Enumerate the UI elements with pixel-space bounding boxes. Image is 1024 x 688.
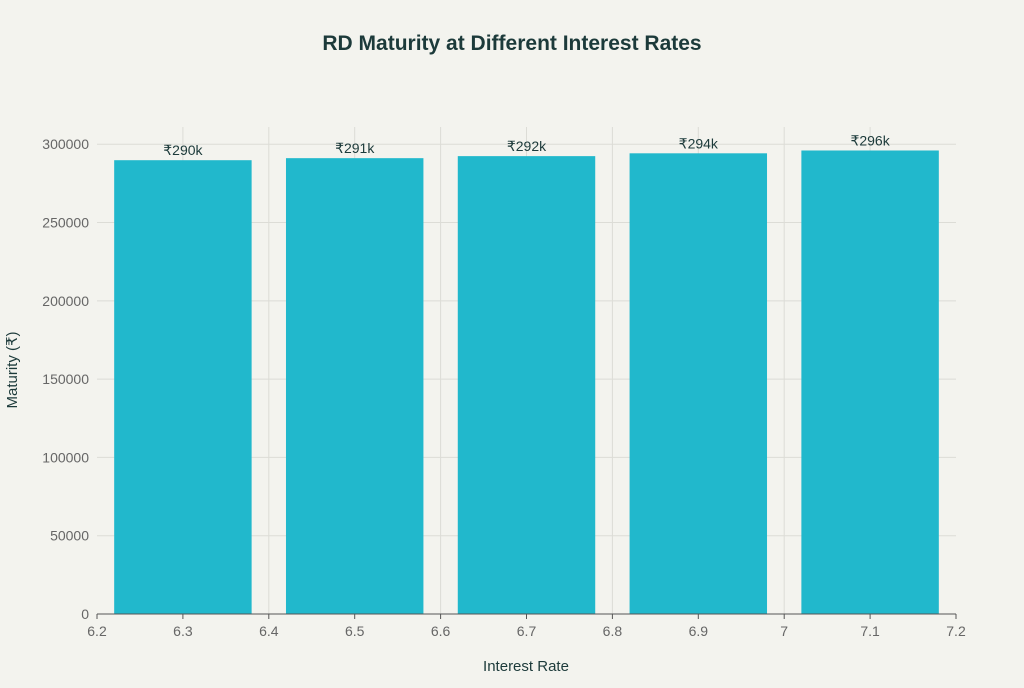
bar — [457, 156, 596, 614]
x-tick-label: 6.5 — [345, 623, 365, 639]
x-tick-label: 6.8 — [603, 623, 623, 639]
y-tick-label: 50000 — [50, 528, 89, 544]
x-tick-label: 7.2 — [946, 623, 966, 639]
y-axis-ticks: 0 50000 100000 150000 200000 250000 300000 — [42, 136, 89, 622]
x-tick-label: 6.9 — [689, 623, 709, 639]
y-tick-label: 200000 — [42, 293, 89, 309]
bar — [629, 153, 768, 615]
bar — [114, 160, 252, 614]
bar — [285, 158, 424, 614]
x-tick-label: 6.2 — [87, 623, 107, 639]
y-tick-label: 250000 — [42, 215, 89, 231]
y-tick-label: 100000 — [42, 449, 89, 465]
y-axis-label: Maturity (₹) — [4, 331, 21, 408]
bar-data-label: ₹291k — [335, 140, 375, 156]
x-tick-label: 7 — [780, 623, 788, 639]
x-axis-ticks: 6.2 6.3 6.4 6.5 6.6 6.7 6.8 6.9 7 7.1 7.2 — [87, 614, 966, 639]
x-tick-label: 6.4 — [259, 623, 279, 639]
x-tick-label: 6.7 — [517, 623, 537, 639]
x-tick-label: 6.3 — [173, 623, 193, 639]
bar-data-label: ₹292k — [507, 138, 547, 154]
y-tick-label: 150000 — [42, 371, 89, 387]
x-axis-label: Interest Rate — [483, 658, 569, 675]
x-tick-label: 6.6 — [431, 623, 451, 639]
y-tick-label: 0 — [81, 606, 89, 622]
bar-data-label: ₹290k — [163, 142, 203, 158]
y-tick-label: 300000 — [42, 136, 89, 152]
chart-title: RD Maturity at Different Interest Rates — [322, 32, 701, 55]
data-labels: ₹290k ₹291k ₹292k ₹294k ₹296k — [163, 132, 890, 158]
x-tick-label: 7.1 — [860, 623, 880, 639]
bar-data-label: ₹294k — [679, 135, 719, 151]
bars — [114, 150, 939, 615]
bar — [801, 150, 939, 614]
bar-data-label: ₹296k — [850, 132, 890, 148]
